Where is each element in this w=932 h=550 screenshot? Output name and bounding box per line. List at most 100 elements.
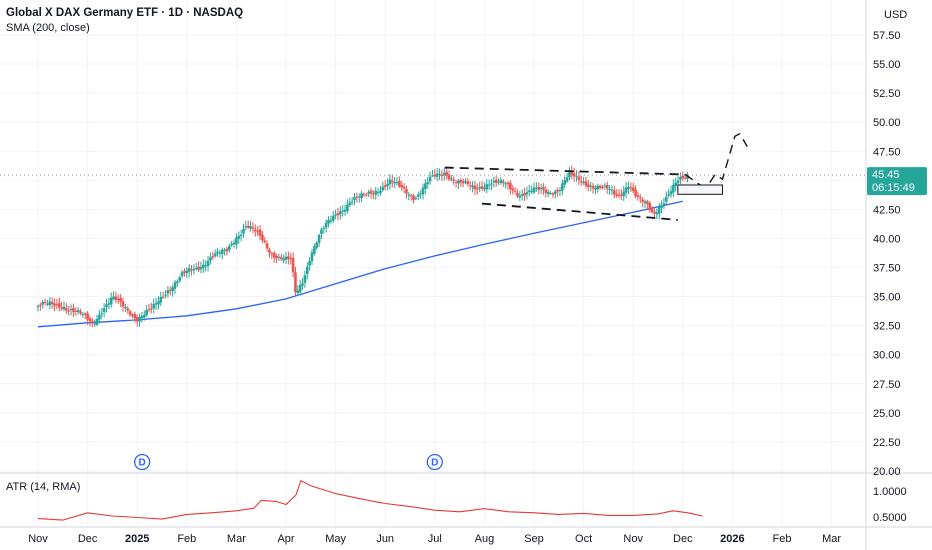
candle[interactable] — [133, 311, 137, 323]
candle[interactable] — [86, 311, 89, 326]
candle[interactable] — [556, 187, 559, 197]
candle[interactable] — [672, 179, 675, 198]
candle[interactable] — [192, 264, 196, 275]
candlestick-series[interactable] — [36, 165, 689, 328]
candle[interactable] — [242, 223, 245, 239]
candle[interactable] — [147, 304, 151, 313]
candle[interactable] — [76, 306, 80, 315]
candle[interactable] — [546, 189, 550, 198]
candle[interactable] — [459, 178, 463, 188]
candle[interactable] — [225, 247, 229, 256]
candle[interactable] — [565, 172, 569, 184]
candle[interactable] — [95, 314, 99, 327]
candle[interactable] — [270, 251, 274, 260]
candle[interactable] — [376, 187, 380, 197]
candle[interactable] — [317, 233, 321, 248]
candle[interactable] — [461, 178, 465, 188]
candle[interactable] — [178, 275, 182, 283]
candle[interactable] — [624, 182, 628, 199]
candle[interactable] — [343, 204, 347, 216]
target-box[interactable] — [677, 184, 723, 195]
candle[interactable] — [527, 184, 531, 197]
candle[interactable] — [445, 167, 448, 180]
candle[interactable] — [289, 252, 293, 265]
candle[interactable] — [244, 220, 248, 231]
candle[interactable] — [135, 314, 139, 327]
candle[interactable] — [568, 167, 571, 181]
candle[interactable] — [591, 182, 595, 194]
candle[interactable] — [197, 261, 200, 272]
candle[interactable] — [631, 182, 635, 194]
candle[interactable] — [497, 178, 500, 186]
candle[interactable] — [298, 279, 302, 295]
candle[interactable] — [643, 199, 647, 209]
candle[interactable] — [199, 261, 203, 274]
candle[interactable] — [587, 180, 590, 192]
candle[interactable] — [485, 178, 489, 194]
candle[interactable] — [249, 220, 252, 232]
candle[interactable] — [140, 311, 144, 323]
candle[interactable] — [657, 202, 661, 220]
candle[interactable] — [494, 175, 498, 187]
candle[interactable] — [655, 208, 659, 220]
candle[interactable] — [322, 225, 326, 234]
candle[interactable] — [237, 231, 241, 245]
candle[interactable] — [542, 183, 545, 196]
atr-legend[interactable]: ATR (14, RMA) — [6, 481, 81, 493]
candle[interactable] — [308, 257, 311, 271]
candle[interactable] — [594, 185, 597, 195]
candle[interactable] — [454, 179, 458, 188]
candle[interactable] — [421, 183, 425, 200]
candle[interactable] — [414, 195, 418, 201]
candle[interactable] — [518, 191, 522, 201]
candle[interactable] — [400, 180, 404, 191]
candle[interactable] — [641, 196, 644, 208]
candle[interactable] — [258, 225, 262, 241]
candle[interactable] — [128, 309, 132, 317]
candle[interactable] — [667, 188, 670, 198]
candle[interactable] — [296, 285, 300, 295]
candle[interactable] — [669, 185, 673, 198]
trendline-drawings[interactable] — [0, 132, 866, 221]
candle[interactable] — [171, 284, 174, 297]
candle[interactable] — [114, 291, 118, 304]
candle[interactable] — [91, 317, 94, 328]
candle[interactable] — [608, 185, 611, 195]
candle[interactable] — [660, 200, 663, 214]
candle[interactable] — [272, 251, 276, 263]
candle[interactable] — [360, 190, 363, 203]
candle[interactable] — [530, 185, 533, 195]
candle[interactable] — [150, 302, 153, 314]
candle[interactable] — [435, 168, 439, 182]
candle[interactable] — [334, 209, 337, 220]
candle[interactable] — [251, 222, 255, 234]
candle[interactable] — [648, 200, 652, 213]
candle[interactable] — [601, 184, 604, 190]
candle[interactable] — [138, 313, 141, 327]
candle[interactable] — [468, 181, 472, 191]
candle[interactable] — [353, 193, 356, 206]
candle[interactable] — [476, 183, 479, 195]
candle[interactable] — [504, 181, 507, 189]
candle[interactable] — [478, 181, 481, 193]
candle[interactable] — [409, 193, 413, 201]
candle[interactable] — [589, 181, 592, 192]
candle[interactable] — [62, 301, 66, 312]
candle[interactable] — [216, 248, 219, 258]
candle[interactable] — [466, 177, 470, 187]
candle[interactable] — [525, 186, 529, 200]
candle[interactable] — [544, 186, 548, 198]
candle[interactable] — [329, 215, 333, 224]
candle[interactable] — [440, 169, 444, 182]
candle[interactable] — [487, 179, 491, 191]
candle[interactable] — [74, 307, 78, 316]
sma-legend[interactable]: SMA (200, close) — [6, 22, 90, 34]
candle[interactable] — [305, 262, 309, 280]
candle[interactable] — [483, 182, 486, 192]
candle[interactable] — [93, 319, 96, 327]
candle[interactable] — [509, 180, 512, 195]
candle[interactable] — [539, 183, 543, 194]
candle[interactable] — [664, 191, 668, 205]
candle[interactable] — [275, 253, 278, 264]
candle[interactable] — [577, 171, 581, 185]
